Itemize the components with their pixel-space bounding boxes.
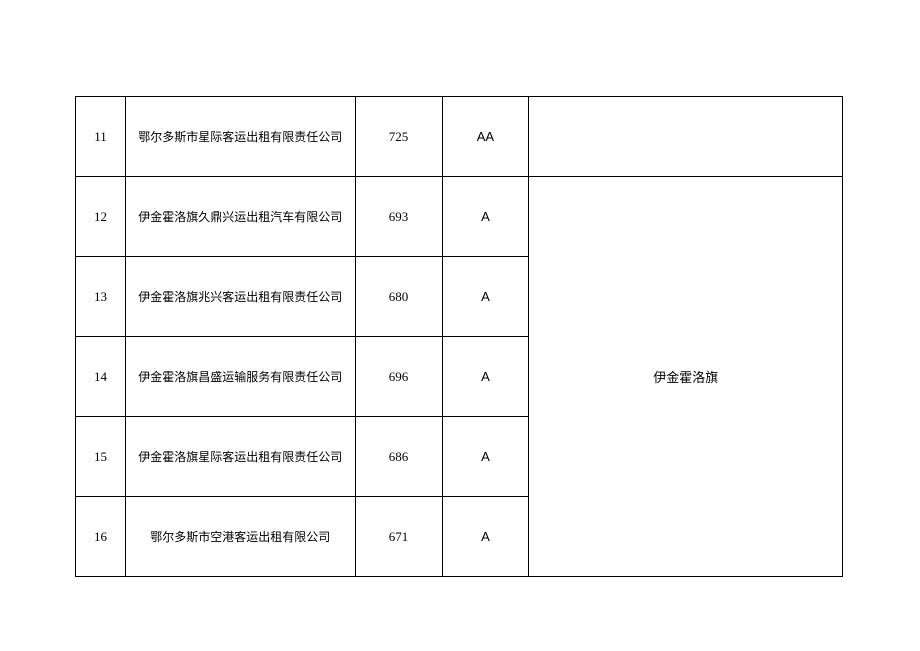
cell-score: 671 [355, 497, 442, 577]
cell-score: 725 [355, 97, 442, 177]
cell-score: 680 [355, 257, 442, 337]
cell-score: 693 [355, 177, 442, 257]
cell-company: 伊金霍洛旗久鼎兴运出租汽车有限公司 [125, 177, 355, 257]
cell-region-empty [529, 97, 843, 177]
cell-num: 11 [76, 97, 126, 177]
cell-num: 14 [76, 337, 126, 417]
table-container: 11 鄂尔多斯市星际客运出租有限责任公司 725 AA 12 伊金霍洛旗久鼎兴运… [75, 96, 843, 577]
cell-num: 13 [76, 257, 126, 337]
cell-grade: A [442, 497, 529, 577]
cell-num: 12 [76, 177, 126, 257]
cell-num: 16 [76, 497, 126, 577]
cell-grade: AA [442, 97, 529, 177]
cell-region-merged: 伊金霍洛旗 [529, 177, 843, 577]
cell-company: 伊金霍洛旗兆兴客运出租有限责任公司 [125, 257, 355, 337]
cell-score: 696 [355, 337, 442, 417]
cell-num: 15 [76, 417, 126, 497]
cell-company: 伊金霍洛旗昌盛运输服务有限责任公司 [125, 337, 355, 417]
cell-company: 伊金霍洛旗星际客运出租有限责任公司 [125, 417, 355, 497]
cell-grade: A [442, 177, 529, 257]
cell-grade: A [442, 417, 529, 497]
table-row: 11 鄂尔多斯市星际客运出租有限责任公司 725 AA [76, 97, 843, 177]
table-row: 12 伊金霍洛旗久鼎兴运出租汽车有限公司 693 A 伊金霍洛旗 [76, 177, 843, 257]
cell-grade: A [442, 337, 529, 417]
cell-grade: A [442, 257, 529, 337]
cell-score: 686 [355, 417, 442, 497]
cell-company: 鄂尔多斯市空港客运出租有限公司 [125, 497, 355, 577]
cell-company: 鄂尔多斯市星际客运出租有限责任公司 [125, 97, 355, 177]
data-table: 11 鄂尔多斯市星际客运出租有限责任公司 725 AA 12 伊金霍洛旗久鼎兴运… [75, 96, 843, 577]
